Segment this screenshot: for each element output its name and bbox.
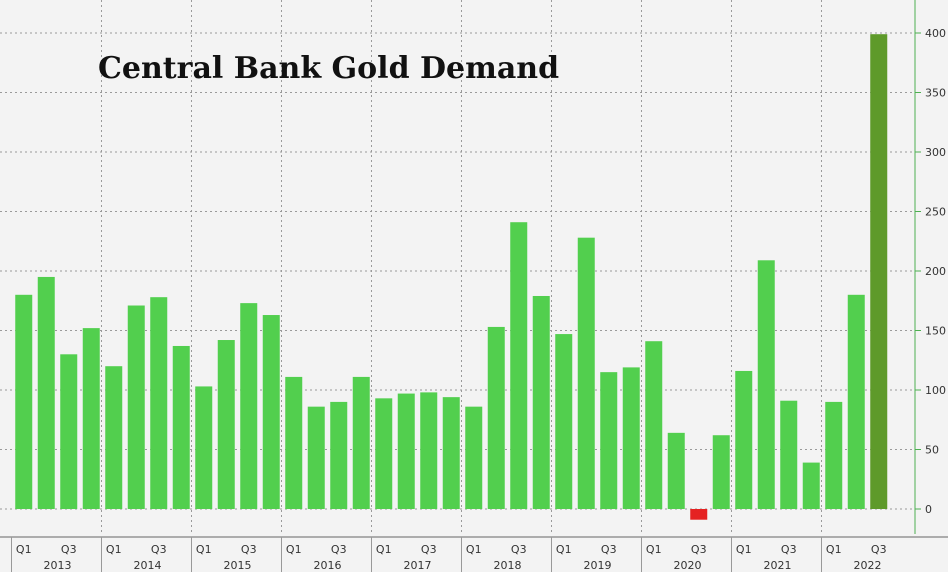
bar-q3-2016: [330, 401, 348, 509]
bar-q3-2013: [60, 354, 78, 509]
bar-q4-2015: [262, 315, 280, 509]
x-tick-label: Q1: [646, 543, 662, 556]
x-tick-label: Q3: [61, 543, 77, 556]
y-tick-label: 400: [925, 27, 946, 40]
bar-q2-2021: [757, 260, 775, 509]
bar-q4-2013: [82, 328, 100, 509]
bar-q1-2018: [465, 406, 483, 509]
x-tick-label: Q3: [871, 543, 887, 556]
x-year-label: 2020: [674, 559, 702, 572]
x-tick-label: Q1: [556, 543, 572, 556]
bar-q3-2021: [780, 400, 798, 509]
bar-q4-2018: [532, 295, 550, 509]
bar-q3-2022: [870, 34, 888, 509]
bar-q1-2014: [105, 366, 123, 509]
x-tick-label: Q1: [826, 543, 842, 556]
bar-q2-2016: [307, 406, 325, 509]
x-year-label: 2014: [134, 559, 162, 572]
y-tick-label: 50: [925, 444, 939, 457]
x-tick-label: Q3: [421, 543, 437, 556]
x-tick-label: Q3: [151, 543, 167, 556]
bar-q1-2021: [735, 370, 753, 509]
bar-q3-2020: [690, 509, 708, 520]
bar-q1-2016: [285, 376, 303, 509]
bar-q2-2018: [487, 326, 505, 509]
bar-q1-2017: [375, 398, 393, 509]
x-tick-label: Q3: [511, 543, 527, 556]
x-tick-label: Q3: [331, 543, 347, 556]
bar-q4-2016: [352, 376, 370, 509]
x-year-label: 2018: [494, 559, 522, 572]
x-tick-label: Q1: [106, 543, 122, 556]
bar-q2-2017: [397, 393, 415, 509]
y-tick-label: 350: [925, 87, 946, 100]
x-tick-label: Q3: [781, 543, 797, 556]
bar-q3-2019: [600, 372, 618, 509]
bar-q3-2014: [150, 297, 168, 509]
bar-q4-2020: [712, 435, 730, 509]
bar-q2-2014: [127, 305, 145, 509]
bar-q4-2021: [802, 462, 820, 509]
bar-q2-2013: [37, 276, 55, 509]
x-tick-label: Q1: [376, 543, 392, 556]
bar-q1-2020: [645, 341, 663, 509]
x-tick-label: Q1: [466, 543, 482, 556]
x-year-label: 2015: [224, 559, 252, 572]
x-tick-label: Q3: [241, 543, 257, 556]
y-tick-label: 300: [925, 146, 946, 159]
bar-q2-2015: [217, 340, 235, 509]
x-tick-label: Q3: [691, 543, 707, 556]
bar-q1-2019: [555, 334, 573, 509]
y-tick-label: 250: [925, 206, 946, 219]
x-tick-label: Q1: [286, 543, 302, 556]
bar-q1-2015: [195, 386, 213, 509]
bar-q3-2018: [510, 222, 528, 509]
x-year-label: 2019: [584, 559, 612, 572]
x-tick-label: Q1: [16, 543, 32, 556]
bar-q4-2014: [172, 345, 190, 509]
bar-q4-2019: [622, 367, 640, 509]
bar-q2-2020: [667, 432, 685, 509]
bar-q2-2022: [847, 294, 865, 509]
bar-q2-2019: [577, 237, 595, 509]
x-year-label: 2021: [764, 559, 792, 572]
gridlines: [0, 0, 915, 534]
x-year-label: 2017: [404, 559, 432, 572]
bar-q1-2022: [825, 401, 843, 509]
x-year-label: 2016: [314, 559, 342, 572]
bar-q1-2013: [15, 294, 33, 509]
y-tick-label: 0: [925, 503, 932, 516]
bars: [15, 34, 888, 520]
bar-q4-2017: [442, 397, 460, 509]
y-tick-label: 150: [925, 325, 946, 338]
x-tick-label: Q3: [601, 543, 617, 556]
y-tick-label: 100: [925, 384, 946, 397]
bar-q3-2017: [420, 392, 438, 509]
x-year-label: 2022: [854, 559, 882, 572]
chart-title: Central Bank Gold Demand: [98, 51, 559, 86]
x-tick-label: Q1: [736, 543, 752, 556]
bar-q3-2015: [240, 303, 258, 509]
x-year-label: 2013: [44, 559, 72, 572]
x-tick-label: Q1: [196, 543, 212, 556]
y-tick-label: 200: [925, 265, 946, 278]
